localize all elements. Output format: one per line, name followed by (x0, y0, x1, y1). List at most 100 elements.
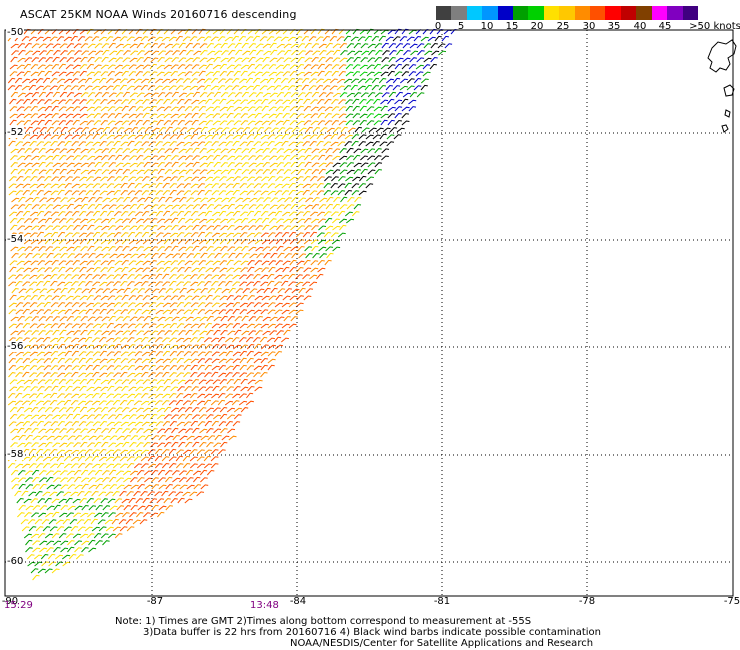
wind-barb (239, 357, 247, 364)
wind-barb (197, 343, 206, 350)
wind-barb (143, 246, 152, 252)
wind-barb (387, 64, 396, 70)
wind-barb (354, 126, 362, 133)
wind-barb (135, 64, 144, 70)
wind-barb (427, 36, 436, 42)
wind-barb (247, 295, 255, 301)
wind-barb (206, 315, 214, 322)
wind-barb (22, 364, 30, 371)
wind-barb (232, 358, 241, 364)
wind-barb (364, 78, 373, 84)
wind-barb (268, 295, 277, 301)
wind-barb (91, 490, 99, 497)
wind-barb (156, 113, 165, 119)
wind-barb (25, 547, 33, 553)
wind-barb (77, 526, 86, 532)
wind-barb (378, 77, 387, 84)
wind-barb (178, 330, 186, 336)
wind-barb (360, 162, 369, 168)
wind-barb (21, 337, 30, 343)
wind-barb (70, 400, 79, 406)
wind-barb (70, 456, 79, 462)
wind-barb (191, 407, 200, 413)
wind-barb (129, 329, 137, 336)
wind-barb (310, 71, 319, 77)
wind-barb (8, 323, 17, 329)
wind-barb (80, 329, 88, 336)
wind-barb (22, 141, 31, 147)
wind-barb (291, 252, 299, 259)
wind-barb (301, 77, 310, 84)
wind-barb (282, 63, 291, 70)
wind-barb (90, 518, 98, 525)
wind-barb (267, 273, 275, 280)
wind-barb (123, 505, 131, 511)
wind-barb (120, 371, 128, 378)
wind-barb (161, 449, 170, 455)
wind-barb (240, 120, 249, 126)
wind-barb (155, 309, 164, 315)
wind-barb (84, 491, 92, 497)
wind-barb (171, 147, 179, 154)
wind-barb (151, 504, 159, 511)
wind-barb (351, 211, 360, 217)
wind-barb (94, 330, 102, 336)
wind-barb (58, 407, 67, 413)
wind-barb (316, 182, 324, 189)
wind-barb (142, 379, 151, 385)
wind-barb (346, 57, 354, 63)
wind-barb (353, 169, 361, 175)
wind-barb (43, 393, 52, 399)
wind-barb (283, 246, 292, 252)
wind-barb (122, 428, 130, 434)
wind-barb (94, 43, 103, 49)
wind-barb (184, 260, 193, 266)
wind-barb (94, 469, 103, 476)
wind-barb (340, 50, 348, 56)
wind-barb (37, 218, 47, 224)
wind-barb (148, 357, 156, 364)
wind-barb (122, 225, 130, 231)
wind-barb (232, 140, 240, 147)
wind-barb (200, 252, 208, 259)
wind-barb (134, 393, 142, 399)
wind-barb (94, 512, 103, 518)
wind-barb (253, 358, 262, 364)
wind-barb (91, 337, 100, 343)
wind-barb (227, 428, 236, 434)
wind-barb (198, 266, 206, 273)
wind-barb (157, 148, 165, 154)
wind-barb (84, 400, 93, 406)
wind-barb (112, 78, 121, 84)
wind-barb (240, 294, 248, 301)
wind-barb (170, 267, 178, 273)
wind-barb (162, 190, 171, 196)
wind-barb (135, 379, 144, 385)
wind-barb (93, 120, 102, 126)
wind-barb (149, 176, 157, 182)
wind-barb (64, 308, 72, 315)
wind-barb (49, 448, 58, 455)
wind-barb (85, 183, 94, 189)
wind-barb (338, 64, 347, 70)
wind-barb (39, 50, 47, 56)
wind-barb (147, 449, 156, 455)
wind-barb (141, 231, 150, 238)
wind-barb (304, 168, 312, 175)
wind-barb (58, 175, 66, 182)
wind-barb (192, 316, 201, 322)
wind-barb (140, 449, 149, 455)
wind-barb (190, 210, 199, 217)
wind-barb (98, 456, 107, 462)
wind-barb (225, 274, 233, 280)
wind-barb (147, 36, 156, 42)
wind-barb (242, 288, 250, 294)
wind-barb (283, 43, 292, 49)
wind-barb (177, 407, 186, 413)
note-line-1: Note: 1) Times are GMT 2)Times along bot… (115, 616, 532, 627)
wind-barb (165, 435, 174, 441)
wind-barb (392, 36, 401, 42)
wind-barb (212, 379, 221, 385)
wind-barb (31, 442, 39, 448)
wind-barb (16, 260, 25, 266)
